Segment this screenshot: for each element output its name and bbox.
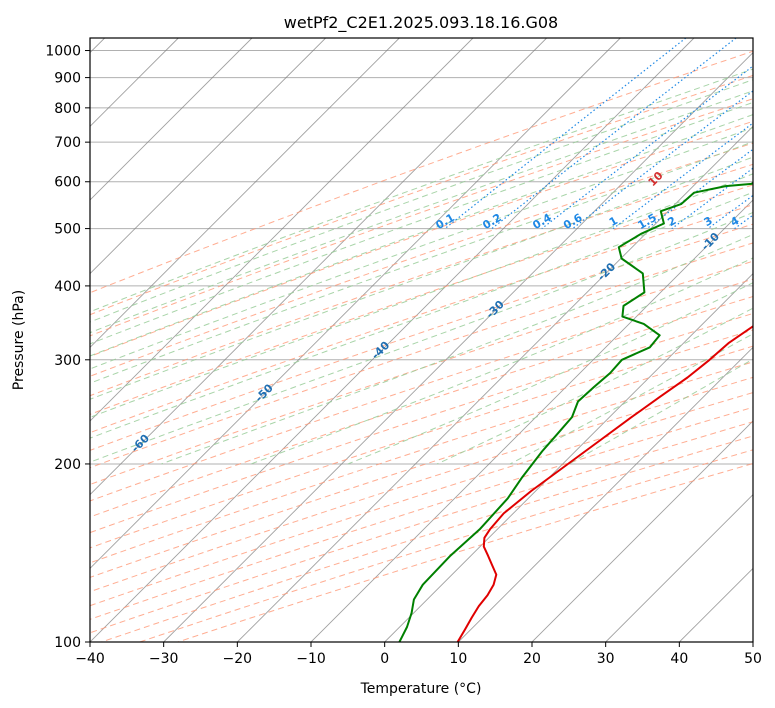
- isotherm-line: [237, 125, 753, 642]
- moist-adiabat: [90, 79, 753, 323]
- mixing-ratio-line: [541, 65, 753, 230]
- y-tick-label: 600: [54, 175, 81, 191]
- x-tick-label: −20: [223, 651, 253, 667]
- moist-adiabat: [347, 282, 753, 465]
- moist-adiabat: [90, 173, 753, 418]
- dry-adiabat: [90, 184, 753, 415]
- isotherm-line: [90, 38, 253, 201]
- x-tick-label: −40: [75, 651, 105, 667]
- isotherm-line: [384, 273, 753, 642]
- isotherm-line: [90, 38, 400, 348]
- isotherm-line: [531, 420, 753, 642]
- dry-adiabat: [90, 312, 753, 534]
- isotherm-line: [90, 38, 695, 642]
- dry-adiabat: [90, 50, 753, 294]
- y-tick-label: 300: [54, 353, 81, 369]
- dry-adiabat: [90, 278, 753, 502]
- dry-adiabat: [90, 242, 753, 469]
- y-tick-label: 400: [54, 279, 81, 295]
- plot-frame: [89, 37, 754, 643]
- y-tick-label: 100: [54, 635, 81, 651]
- x-tick-label: 40: [670, 651, 688, 667]
- plot-area: 0.10.20.40.611.52346810131620253036-100-…: [90, 38, 753, 642]
- dry-adiabat: [90, 120, 753, 357]
- isotherm-line: [605, 494, 753, 642]
- mixing-ratio-line: [572, 90, 753, 230]
- x-tick-label: 20: [523, 651, 541, 667]
- x-tick-label: −30: [149, 651, 179, 667]
- moist-adiabat: [90, 114, 753, 357]
- chart-title: wetPf2_C2E1.2025.093.18.16.G08: [284, 13, 558, 33]
- isotherm-line: [458, 346, 753, 642]
- moist-adiabat: [90, 101, 753, 345]
- isotherm-line: [163, 52, 753, 642]
- x-tick-label: 10: [449, 651, 467, 667]
- y-tick-label: 900: [54, 71, 81, 87]
- isotherm-line: [90, 38, 326, 275]
- x-tick-label: −10: [296, 651, 326, 667]
- moist-adiabat: [90, 127, 753, 370]
- isotherm-line: [90, 38, 474, 422]
- y-tick-label: 200: [54, 457, 81, 473]
- x-tick-label: 50: [744, 651, 762, 667]
- y-tick-label: 1000: [45, 44, 81, 60]
- dewpoint-profile: [398, 181, 753, 642]
- x-tick-label: 30: [597, 651, 615, 667]
- moist-adiabat: [90, 156, 753, 400]
- isotherm-line: [310, 199, 753, 642]
- dry-adiabat: [90, 74, 753, 316]
- x-tick-label: 0: [380, 651, 389, 667]
- moist-adiabat: [90, 211, 753, 463]
- y-axis-title: Pressure (hPa): [11, 290, 27, 390]
- axes: −40 −30 −20 −10 0 10 20 30 40 50 100 200 300 400 500 60…: [45, 37, 762, 667]
- y-tick-label: 500: [54, 222, 81, 238]
- moist-adiabat: [90, 90, 753, 334]
- moist-adiabat: [250, 257, 753, 465]
- dry-adiabat: [90, 163, 753, 397]
- moist-adiabat: [90, 141, 753, 384]
- isotherm-line: [90, 38, 621, 569]
- dry-adiabat: [90, 329, 753, 549]
- dry-adiabat: [90, 376, 753, 593]
- dry-adiabat: [90, 223, 753, 451]
- x-axis-title: Temperature (°C): [360, 681, 482, 697]
- y-tick-label: 700: [54, 135, 81, 151]
- isotherm-line: [90, 38, 547, 496]
- temperature-profile: [456, 325, 753, 642]
- dry-adiabat: [90, 98, 753, 337]
- moist-adiabat: [90, 68, 753, 313]
- y-tick-label: 800: [54, 101, 81, 117]
- dry-adiabat: [90, 142, 753, 377]
